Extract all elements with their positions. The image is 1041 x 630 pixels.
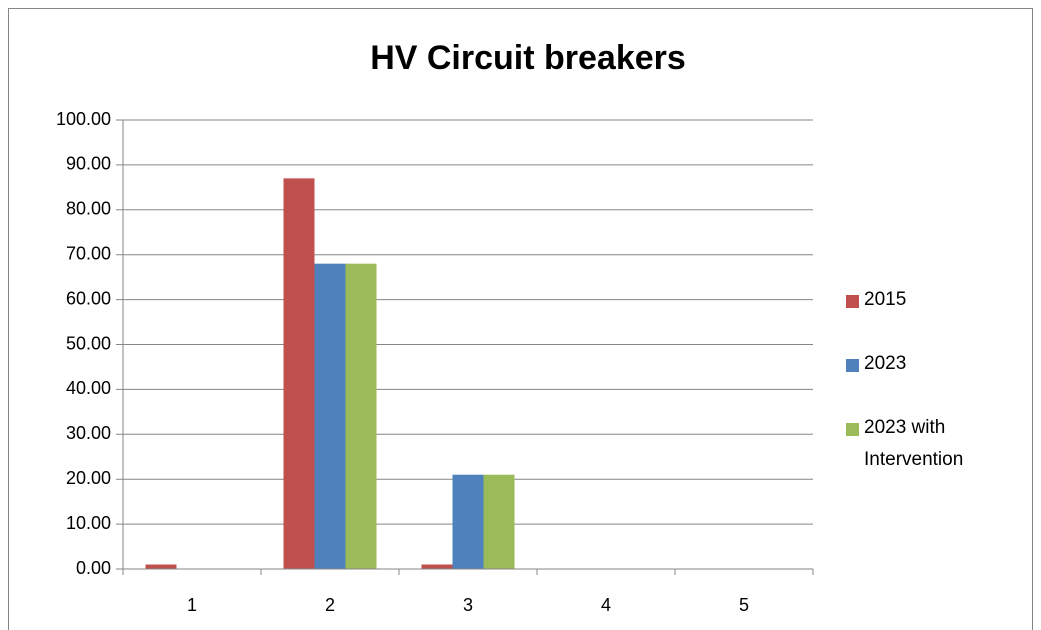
- legend-label: 2015: [864, 289, 907, 310]
- y-tick-label: 100.00: [56, 109, 111, 129]
- y-tick-label: 40.00: [66, 378, 111, 398]
- y-tick-label: 90.00: [66, 154, 111, 174]
- legend-swatch: [846, 423, 859, 436]
- x-tick-label: 2: [325, 595, 335, 615]
- chart-title: HV Circuit breakers: [370, 39, 686, 77]
- y-tick-label: 10.00: [66, 513, 111, 533]
- bar: [314, 263, 346, 569]
- y-tick-label: 70.00: [66, 243, 111, 263]
- y-tick-label: 0.00: [76, 558, 111, 578]
- bar: [345, 263, 377, 569]
- bar: [145, 564, 177, 569]
- legend-item: 2015: [846, 289, 1026, 316]
- bar: [483, 474, 515, 569]
- legend-label: 2023 with Intervention: [864, 417, 964, 470]
- y-tick-label: 20.00: [66, 468, 111, 488]
- x-tick-label: 4: [601, 595, 611, 615]
- bar: [452, 474, 484, 569]
- x-tick-label: 5: [739, 595, 749, 615]
- x-tick-label: 3: [463, 595, 473, 615]
- legend-item: 2023 with Intervention: [846, 417, 1026, 476]
- legend-label: 2023: [864, 353, 907, 374]
- legend: 2015 2023 2023 with Intervention: [846, 289, 1026, 514]
- y-tick-label: 60.00: [66, 288, 111, 308]
- y-tick-label: 50.00: [66, 333, 111, 353]
- bar: [283, 178, 315, 569]
- x-tick-label: 1: [187, 595, 197, 615]
- legend-swatch: [846, 359, 859, 372]
- bar: [421, 564, 453, 569]
- y-tick-label: 30.00: [66, 423, 111, 443]
- chart-frame: [8, 8, 1033, 630]
- legend-item: 2023: [846, 353, 1026, 380]
- y-tick-label: 80.00: [66, 199, 111, 219]
- legend-swatch: [846, 295, 859, 308]
